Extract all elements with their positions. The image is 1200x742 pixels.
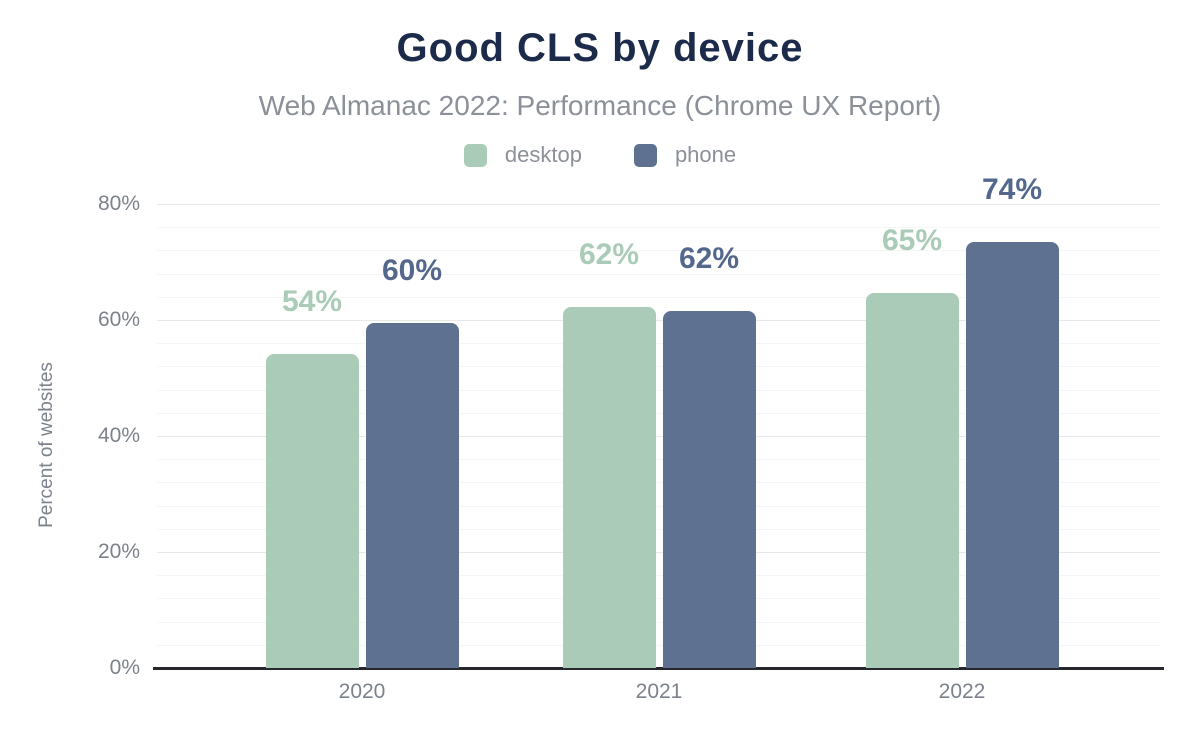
bar-desktop-2022[interactable]	[865, 293, 959, 668]
x-tick-label-2020: 2020	[338, 680, 386, 703]
bar-desktop-2020[interactable]	[265, 354, 359, 668]
y-tick-label-80: 80%	[97, 192, 140, 215]
bar-value-label-phone-2022: 74%	[981, 172, 1043, 206]
gridline-minor	[157, 575, 1160, 577]
bar-phone-2020[interactable]	[365, 323, 459, 668]
legend: desktop phone	[0, 142, 1200, 168]
x-tick-label-2021: 2021	[635, 680, 683, 703]
gridline-major	[157, 436, 1160, 437]
legend-item-phone[interactable]: phone	[633, 142, 737, 168]
gridline-minor	[157, 296, 1160, 298]
legend-swatch-phone	[633, 143, 657, 167]
legend-swatch-desktop	[463, 143, 487, 167]
gridline-major	[157, 320, 1160, 321]
gridline-major	[157, 552, 1160, 553]
bar-value-label-desktop-2022: 65%	[881, 224, 943, 258]
y-axis-ticks: 0% 20% 40% 60% 80%	[0, 0, 140, 742]
y-tick-label-0: 0%	[109, 656, 140, 679]
gridline-minor	[157, 366, 1160, 368]
gridline-minor	[157, 621, 1160, 623]
gridline-minor	[157, 227, 1160, 229]
bar-phone-2022[interactable]	[965, 241, 1059, 668]
gridline-minor	[157, 250, 1160, 252]
gridline-minor	[157, 598, 1160, 600]
gridline-minor	[157, 273, 1160, 275]
y-tick-label-40: 40%	[97, 424, 140, 447]
legend-item-desktop[interactable]: desktop	[463, 142, 582, 168]
bar-value-label-desktop-2020: 54%	[281, 285, 343, 319]
gridline-minor	[157, 482, 1160, 484]
gridline-minor	[157, 528, 1160, 530]
plot-area: 54% 62% 65% 60% 62% 74%	[153, 174, 1164, 670]
bar-value-label-phone-2021: 62%	[678, 242, 740, 276]
gridline-minor	[157, 459, 1160, 461]
x-tick-label-2022: 2022	[938, 680, 986, 703]
gridline-minor	[157, 412, 1160, 414]
gridline-major	[157, 204, 1160, 205]
bar-desktop-2021[interactable]	[562, 307, 656, 668]
gridline-minor	[157, 343, 1160, 345]
x-axis-line	[153, 667, 1164, 670]
y-tick-label-20: 20%	[97, 540, 140, 563]
gridline-minor	[157, 644, 1160, 646]
legend-label-desktop: desktop	[504, 142, 582, 167]
bar-value-label-phone-2020: 60%	[381, 254, 443, 288]
gridline-minor	[157, 505, 1160, 507]
chart-title: Good CLS by device	[396, 26, 804, 70]
y-tick-label-60: 60%	[97, 308, 140, 331]
bar-phone-2021[interactable]	[662, 311, 756, 668]
bar-value-label-desktop-2021: 62%	[578, 238, 640, 272]
gridline-minor	[157, 389, 1160, 391]
chart-subtitle: Web Almanac 2022: Performance (Chrome UX…	[258, 90, 942, 121]
legend-label-phone: phone	[674, 142, 737, 167]
